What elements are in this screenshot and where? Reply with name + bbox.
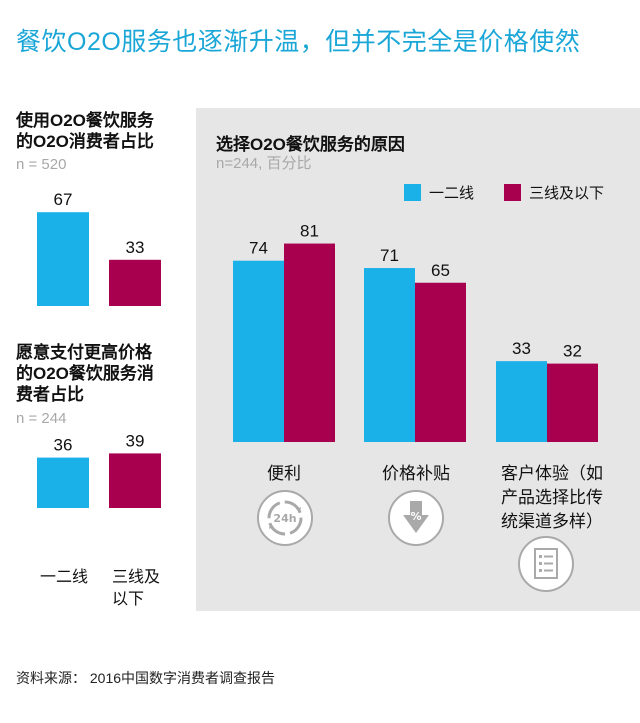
reasons-bar-s0-c1 <box>364 268 415 442</box>
page-title: 餐饮O2O服务也逐渐升温，但并不完全是价格使然 <box>16 28 581 56</box>
legend-label-tier12: 一二线 <box>429 185 475 202</box>
reasons-chart-n: n=244, 百分比 <box>216 155 312 172</box>
left-chart-2-n: n = 244 <box>16 410 67 427</box>
legend-swatch-tier3 <box>504 184 521 201</box>
left-chart-1-title-line1: 使用O2O餐饮服务 <box>16 111 154 130</box>
checklist-icon <box>518 536 574 592</box>
legend-item-tier3: 三线及以下 <box>504 182 604 203</box>
left-chart-1-bar-1 <box>109 259 161 306</box>
left-chart-2-value-0: 36 <box>54 436 73 455</box>
category-label-experience-line2: 产品选择比传 <box>501 488 603 507</box>
legend-swatch-tier12 <box>404 184 421 201</box>
legend-item-tier12: 一二线 <box>404 182 474 203</box>
reasons-bar-s1-c0 <box>284 243 335 442</box>
reasons-value-s0-c2: 33 <box>512 339 531 358</box>
left-chart-2-title-line3: 费者占比 <box>16 385 84 404</box>
percent-text: % <box>410 510 421 523</box>
left-chart-2-value-1: 39 <box>126 431 145 450</box>
24h-text: 24h <box>273 512 296 525</box>
left-chart-2-title-line1: 愿意支付更高价格 <box>16 343 152 362</box>
left-chart-2-title: 愿意支付更高价格 的O2O餐饮服务消 费者占比 <box>16 342 154 405</box>
left-category-tier3-line1: 三线及 <box>112 569 161 586</box>
reasons-bar-s1-c1 <box>415 282 466 442</box>
left-category-tier3-line2: 以下 <box>112 591 145 608</box>
reasons-chart-title: 选择O2O餐饮服务的原因 <box>216 135 405 154</box>
left-chart-1-value-1: 33 <box>126 238 145 257</box>
left-chart-1-title: 使用O2O餐饮服务 的O2O消费者占比 <box>16 110 154 152</box>
reasons-value-s1-c1: 65 <box>431 261 450 280</box>
category-label-convenience: 便利 <box>267 464 301 483</box>
category-label-experience-line1: 客户体验（如 <box>501 464 603 483</box>
reasons-value-s0-c1: 71 <box>380 246 399 265</box>
left-chart-1-title-line2: 的O2O消费者占比 <box>16 132 154 151</box>
category-label-experience-line3: 统渠道多样） <box>501 512 603 531</box>
left-chart-2-bar-1 <box>109 453 161 508</box>
left-category-tier12: 一二线 <box>40 569 89 586</box>
reasons-bar-s0-c0 <box>233 260 284 442</box>
reasons-bar-s0-c2 <box>496 361 547 442</box>
reasons-bar-s1-c2 <box>547 363 598 442</box>
left-category-tier3: 三线及 以下 <box>112 567 160 611</box>
reasons-value-s1-c2: 32 <box>563 342 582 361</box>
reasons-value-s1-c0: 81 <box>300 222 319 241</box>
left-chart-2-title-line2: 的O2O餐饮服务消 <box>16 364 154 383</box>
left-chart-1-value-0: 67 <box>54 190 73 209</box>
category-label-subsidy: 价格补贴 <box>382 464 450 483</box>
left-chart-1-bar-0 <box>37 212 89 306</box>
percent-discount-icon: % <box>388 490 444 546</box>
legend-label-tier3: 三线及以下 <box>529 185 605 202</box>
source-note: 资料来源： 2016中国数字消费者调查报告 <box>16 670 276 686</box>
left-chart-1-n: n = 520 <box>16 156 67 173</box>
reasons-value-s0-c0: 74 <box>249 239 268 258</box>
24h-clock-icon: 24h <box>257 490 313 546</box>
category-label-experience: 客户体验（如 产品选择比传 统渠道多样） <box>490 462 614 534</box>
left-chart-2-bar-0 <box>37 457 89 508</box>
